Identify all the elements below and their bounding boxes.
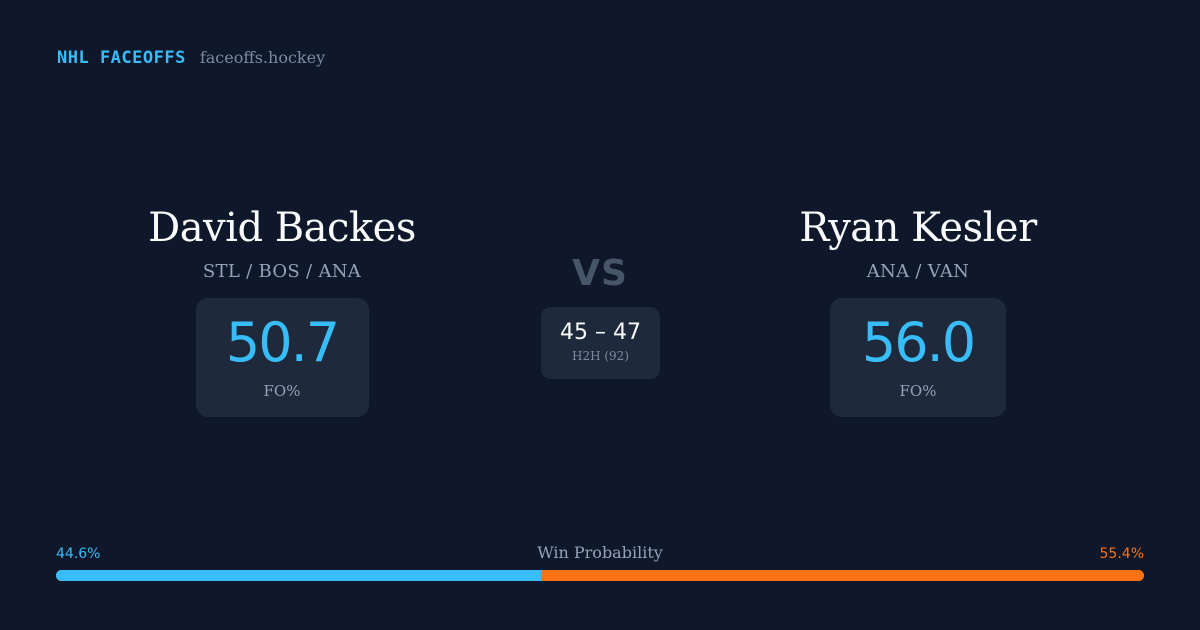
- player-one-name: David Backes: [148, 205, 416, 251]
- brand-title: NHL FACEOFFS: [57, 48, 186, 68]
- player-two-name: Ryan Kesler: [799, 205, 1037, 251]
- win-probability-bar-right: [541, 570, 1144, 581]
- player-one-fo-card: 50.7 FO%: [195, 298, 369, 417]
- player-two-teams: ANA / VAN: [866, 261, 970, 282]
- win-probability-bar-left: [56, 570, 542, 581]
- win-probability-bar: [56, 570, 1144, 581]
- win-probability-right: 55.4%: [1099, 546, 1144, 562]
- player-two-panel: Ryan Kesler ANA / VAN 56.0 FO%: [718, 205, 1118, 417]
- head-to-head-label: H2H (92): [571, 349, 629, 363]
- head-to-head-card: 45 – 47 H2H (92): [541, 307, 660, 379]
- player-two-fo-value: 56.0: [861, 311, 976, 374]
- brand-site: faceoffs.hockey: [199, 48, 326, 67]
- win-probability-left: 44.6%: [56, 546, 101, 562]
- player-two-fo-label: FO%: [899, 382, 937, 400]
- win-probability-labels: 44.6% Win Probability 55.4%: [56, 543, 1144, 562]
- player-one-panel: David Backes STL / BOS / ANA 50.7 FO%: [82, 205, 482, 417]
- player-two-fo-card: 56.0 FO%: [830, 298, 1006, 417]
- player-one-teams: STL / BOS / ANA: [202, 261, 362, 282]
- win-probability-title: Win Probability: [537, 543, 663, 562]
- versus-label: VS: [572, 253, 628, 294]
- player-one-fo-value: 50.7: [225, 311, 340, 374]
- brand-header: NHL FACEOFFS faceoffs.hockey: [57, 48, 325, 68]
- player-one-fo-label: FO%: [263, 382, 301, 400]
- head-to-head-score: 45 – 47: [560, 320, 641, 345]
